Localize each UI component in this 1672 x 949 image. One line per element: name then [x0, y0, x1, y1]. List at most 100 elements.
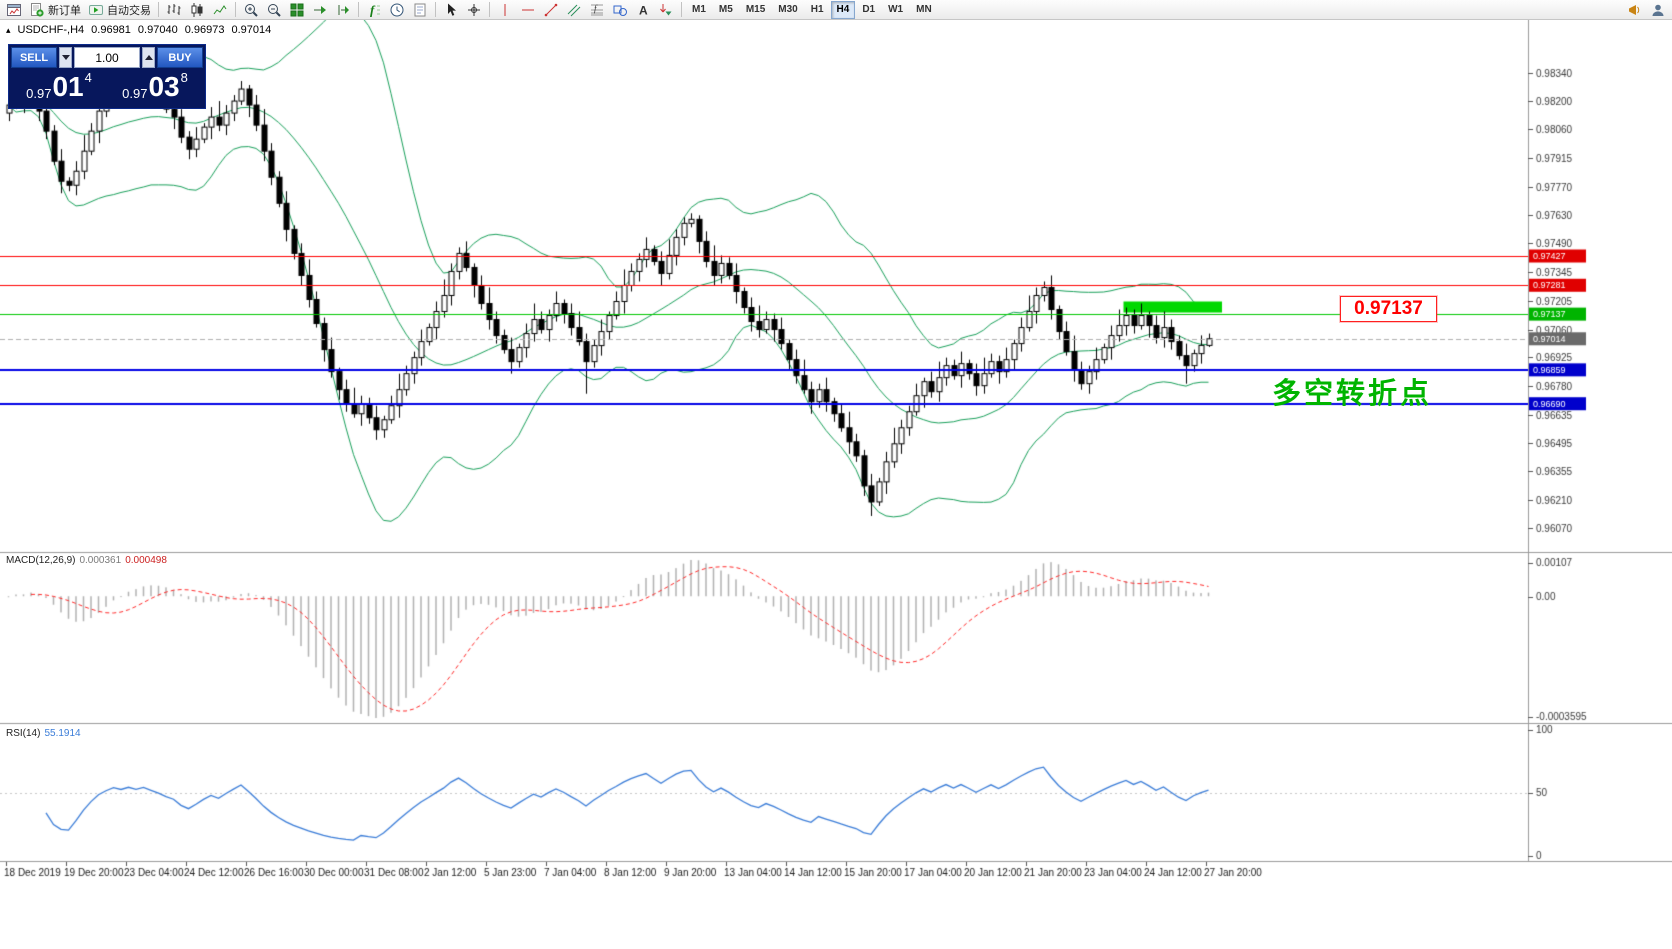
hline-button[interactable] [517, 1, 539, 19]
buy-price-prefix: 0.97 [122, 86, 148, 101]
arrows-button[interactable] [655, 1, 677, 19]
community-icon [1650, 2, 1666, 18]
channel-button[interactable] [563, 1, 585, 19]
trendline-icon [543, 2, 559, 18]
timeframe-m15-button[interactable]: M15 [740, 1, 771, 19]
caret-down-icon [61, 55, 70, 60]
timeframe-h4-button[interactable]: H4 [830, 0, 856, 19]
timeframe-d1-button[interactable]: D1 [856, 1, 881, 19]
toolbar-separator [435, 2, 436, 17]
timeframe-m1-button[interactable]: M1 [686, 1, 712, 19]
rsi-value: 55.1914 [44, 728, 81, 739]
buy-price-big: 03 [148, 71, 180, 102]
periods-button[interactable] [386, 1, 408, 19]
toolbar: 新订单 自动交易 f f A M1 M5 M15 M30 H1 H4 D1 W1 MN [0, 0, 1672, 20]
volume-up-button[interactable] [142, 47, 155, 68]
cursor-button[interactable] [440, 1, 462, 19]
close-value: 0.97014 [231, 24, 272, 36]
chart-workspace[interactable] [0, 20, 1672, 949]
one-click-trading-panel: SELL 1.00 BUY 0.97 01 4 0.97 03 8 [8, 44, 206, 109]
text-tool-button[interactable]: A [632, 1, 654, 19]
templates-button[interactable] [409, 1, 431, 19]
svg-text:A: A [639, 3, 648, 17]
timeframe-mn-button[interactable]: MN [910, 1, 938, 19]
autotrade-label: 自动交易 [107, 4, 151, 17]
chart-title: ▴ USDCHF-,H4 0.96981 0.97040 0.96973 0.9… [6, 24, 271, 36]
shapes-button[interactable] [609, 1, 631, 19]
trendline-button[interactable] [540, 1, 562, 19]
zoom-in-button[interactable] [240, 1, 262, 19]
macd-indicator-label: MACD(12,26,9) 0.000361 0.000498 [6, 555, 167, 566]
high-value: 0.97040 [137, 24, 178, 36]
text-tool-icon: A [635, 2, 651, 18]
open-value: 0.96981 [91, 24, 131, 36]
chart-window-button[interactable] [3, 1, 25, 19]
autotrade-button[interactable]: 自动交易 [85, 1, 154, 19]
crosshair-button[interactable] [463, 1, 485, 19]
toolbar-separator [235, 2, 236, 17]
buy-price-sup: 8 [180, 70, 188, 85]
shapes-icon [612, 2, 628, 18]
chart-shift-icon [335, 2, 351, 18]
rsi-name: RSI(14) [6, 728, 41, 739]
sell-price-big: 01 [52, 71, 84, 102]
candles-chart-button[interactable] [186, 1, 208, 19]
toolbar-separator [681, 2, 682, 17]
auto-scroll-icon [312, 2, 328, 18]
tile-windows-button[interactable] [286, 1, 308, 19]
new-order-button[interactable]: 新订单 [26, 1, 84, 19]
volume-input[interactable]: 1.00 [74, 47, 140, 68]
svg-text:f: f [594, 3, 598, 13]
line-chart-button[interactable] [209, 1, 231, 19]
vline-button[interactable] [494, 1, 516, 19]
fibonacci-icon: f [589, 2, 605, 18]
timeframe-w1-button[interactable]: W1 [882, 1, 909, 19]
chart-shift-button[interactable] [332, 1, 354, 19]
low-value: 0.96973 [184, 24, 225, 36]
zoom-in-icon [243, 2, 259, 18]
arrows-icon [658, 2, 674, 18]
chart-window-icon [6, 2, 22, 18]
one-click-collapse-icon[interactable]: ▴ [6, 24, 11, 35]
community-button[interactable] [1647, 1, 1669, 19]
sell-price: 0.97 01 4 [11, 68, 107, 106]
chart-canvas[interactable] [0, 20, 1672, 944]
caret-up-icon [144, 55, 153, 60]
indicators-icon: f [366, 2, 382, 18]
megaphone-icon [1627, 2, 1643, 18]
bars-chart-icon [166, 2, 182, 18]
bars-chart-button[interactable] [163, 1, 185, 19]
macd-name: MACD(12,26,9) [6, 555, 76, 566]
timeframe-m5-button[interactable]: M5 [713, 1, 739, 19]
quote-prices: 0.97 01 4 0.97 03 8 [11, 68, 203, 106]
auto-scroll-button[interactable] [309, 1, 331, 19]
new-order-label: 新订单 [48, 4, 81, 17]
fibonacci-button[interactable]: f [586, 1, 608, 19]
volume-down-button[interactable] [59, 47, 72, 68]
buy-button[interactable]: BUY [157, 47, 203, 68]
macd-signal-value: 0.000498 [125, 555, 167, 566]
buy-price: 0.97 03 8 [107, 68, 203, 106]
candles-chart-icon [189, 2, 205, 18]
new-order-icon [29, 2, 45, 18]
toolbar-separator [358, 2, 359, 17]
timeframe-h1-button[interactable]: H1 [805, 1, 830, 19]
templates-icon [412, 2, 428, 18]
cursor-icon [443, 2, 459, 18]
macd-main-value: 0.000361 [79, 555, 122, 566]
toolbar-separator [489, 2, 490, 17]
price-callout-box: 0.97137 [1340, 296, 1437, 322]
timeframe-m30-button[interactable]: M30 [772, 1, 803, 19]
indicators-button[interactable]: f [363, 1, 385, 19]
megaphone-button[interactable] [1624, 1, 1646, 19]
channel-icon [566, 2, 582, 18]
zoom-out-icon [266, 2, 282, 18]
zoom-out-button[interactable] [263, 1, 285, 19]
toolbar-separator [158, 2, 159, 17]
sell-price-sup: 4 [84, 70, 92, 85]
line-chart-icon [212, 2, 228, 18]
autotrade-icon [88, 2, 104, 18]
sell-button[interactable]: SELL [11, 47, 57, 68]
crosshair-icon [466, 2, 482, 18]
